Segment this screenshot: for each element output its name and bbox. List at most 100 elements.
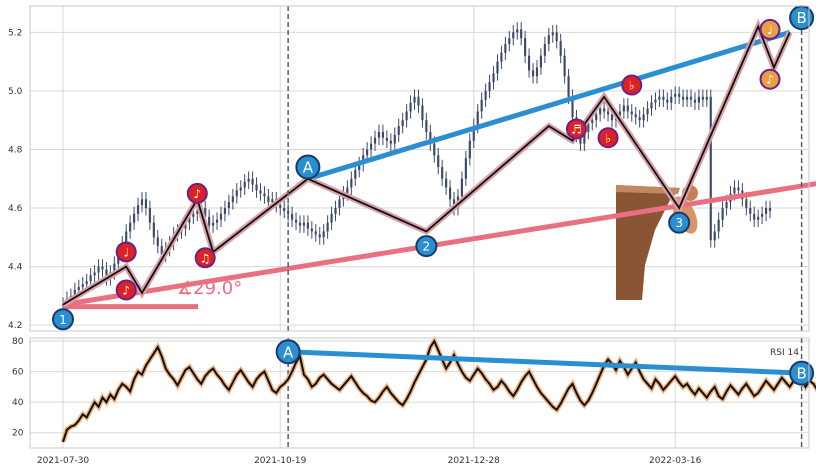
note-marker-circle xyxy=(597,127,619,149)
candle-body xyxy=(389,140,392,144)
note-marker-label: ♪ xyxy=(766,73,774,87)
note-marker: ♩ xyxy=(759,18,781,40)
candle-body xyxy=(350,178,353,188)
point-marker-3-circle xyxy=(668,211,691,234)
candle-body xyxy=(97,266,100,273)
candle-body xyxy=(638,117,641,121)
resistance-trend-line xyxy=(307,29,791,182)
zigzag-halo xyxy=(61,18,793,308)
rsi-pattern-marker-B-label: B xyxy=(796,365,806,383)
candle-body xyxy=(595,114,598,121)
pattern-marker-A-label: A xyxy=(303,159,314,177)
main-y-tick-label: 5.0 xyxy=(8,87,23,97)
note-marker: ♪ xyxy=(186,182,208,204)
candle-body xyxy=(472,126,475,141)
candle-body xyxy=(733,187,736,194)
candle-body xyxy=(279,205,282,209)
note-marker-circle xyxy=(194,247,216,269)
note-marker-circle xyxy=(759,18,781,40)
candle-body xyxy=(330,213,333,223)
candle-body xyxy=(227,202,230,209)
candle-body xyxy=(184,222,187,229)
candle-body xyxy=(591,120,594,124)
candle-body xyxy=(267,196,270,203)
candle-body xyxy=(318,234,321,238)
candle-body xyxy=(650,102,653,109)
point-marker-1: 1 xyxy=(52,308,74,331)
note-marker-circle xyxy=(621,74,643,96)
candle-body xyxy=(271,199,274,203)
candle-body xyxy=(705,96,708,100)
main-y-tick-label: 4.8 xyxy=(8,145,23,155)
candle-body xyxy=(397,126,400,135)
candle-body xyxy=(634,114,637,118)
candle-body xyxy=(492,73,495,83)
candle-body xyxy=(622,105,625,112)
candle-body xyxy=(188,216,191,223)
candle-body xyxy=(484,90,487,100)
note-marker-label: ♩ xyxy=(767,23,773,37)
candle-body xyxy=(504,44,507,53)
candle-body xyxy=(77,287,80,291)
candle-body xyxy=(674,93,677,97)
main-y-tick-label: 4.6 xyxy=(8,204,23,214)
candle-body xyxy=(464,158,467,179)
candle-body xyxy=(437,155,440,168)
candle-body xyxy=(480,99,483,112)
cliff-rock xyxy=(616,185,680,300)
candle-body xyxy=(693,99,697,103)
candle-body xyxy=(429,131,432,144)
candle-body xyxy=(587,123,590,132)
candle-body xyxy=(358,164,361,170)
main-y-tick-label: 5.2 xyxy=(8,28,22,38)
note-marker-circle xyxy=(759,68,781,90)
candle-body xyxy=(136,205,140,214)
candle-body xyxy=(713,231,716,241)
candle-body xyxy=(243,181,246,188)
candle-body xyxy=(231,196,234,203)
candle-body xyxy=(314,231,317,235)
note-marker-circle xyxy=(115,279,137,301)
rsi-y-tick-label: 60 xyxy=(12,368,24,378)
candle-body xyxy=(543,44,546,56)
candle-body xyxy=(381,131,385,138)
candle-body xyxy=(421,105,424,121)
candle-body xyxy=(302,222,306,226)
x-tick-label: 2021-12-28 xyxy=(448,456,501,466)
rsi-y-tick-label: 20 xyxy=(12,429,24,439)
candle-body xyxy=(338,199,341,209)
note-marker-circle xyxy=(565,118,587,140)
candle-body xyxy=(701,96,704,100)
candle-body xyxy=(369,143,373,150)
note-marker: ♪ xyxy=(759,68,781,90)
candle-body xyxy=(219,213,223,220)
main-y-tick-label: 4.4 xyxy=(8,263,23,273)
candle-body xyxy=(567,76,570,97)
candle-body xyxy=(125,231,128,244)
rsi-pattern-marker-B-circle xyxy=(789,360,815,386)
candle-body xyxy=(212,222,215,226)
candle-body xyxy=(516,29,519,33)
point-marker-1-circle xyxy=(52,308,74,331)
candle-body xyxy=(235,190,238,197)
candle-body xyxy=(555,32,558,42)
candle-body xyxy=(322,231,325,238)
candle-body xyxy=(539,55,542,68)
candle-body xyxy=(192,213,195,217)
candle-body xyxy=(346,187,349,194)
candle-body xyxy=(259,190,262,194)
candle-body xyxy=(215,219,219,223)
candle-body xyxy=(294,219,298,223)
candle-body xyxy=(73,290,76,296)
candle-body xyxy=(247,178,250,182)
candle-body xyxy=(413,96,416,103)
candle-body xyxy=(133,213,136,223)
note-marker: ♪ xyxy=(115,279,137,301)
note-marker-circle xyxy=(115,241,137,263)
candle-body xyxy=(354,169,357,179)
candle-body xyxy=(366,149,369,156)
candle-body xyxy=(682,96,685,100)
candle-body xyxy=(599,108,602,115)
candle-body xyxy=(488,82,491,91)
